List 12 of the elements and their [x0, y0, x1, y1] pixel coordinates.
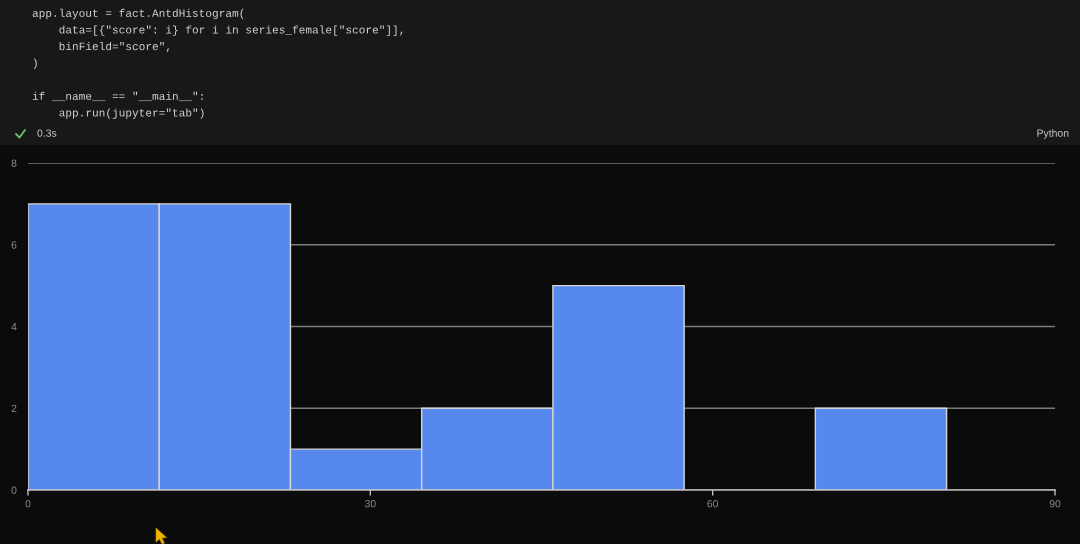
y-tick-label: 4 [11, 323, 17, 331]
y-tick-label: 8 [11, 159, 17, 167]
text: Python [1037, 129, 1069, 139]
y-tick-label: 0 [11, 486, 17, 494]
y-tick-label: 6 [11, 241, 17, 249]
x-tick-label: 90 [1049, 500, 1061, 508]
x-tick-label: 30 [364, 500, 376, 508]
x-tick-label: 60 [707, 500, 719, 508]
x-tick-label: 0 [25, 500, 31, 508]
y-tick-label: 2 [11, 404, 17, 413]
text: 0.3s [37, 129, 57, 137]
text: app.layout = fact.AntdHistogram( data=[{"score": i} for i in series_female["score"]], binField="score", ) if __name__ == "__main__": app.run(jupyter="tab") [32, 8, 403, 119]
